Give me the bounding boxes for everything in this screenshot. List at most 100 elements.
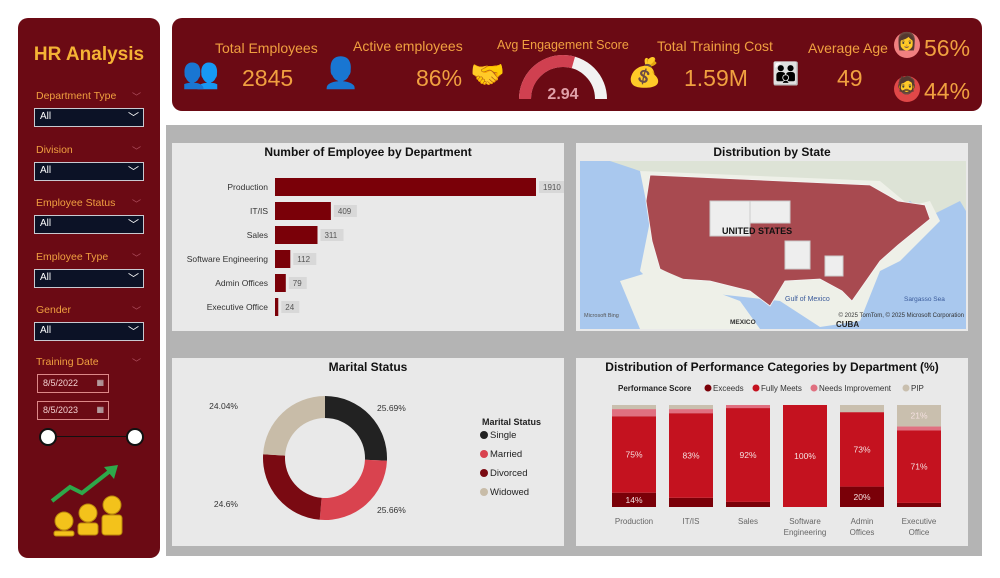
filter-dropdown[interactable]: All ﹀: [34, 322, 144, 341]
category-label: Software Engineering: [187, 254, 269, 264]
data-label: 79: [293, 279, 302, 288]
data-label: 21%: [910, 411, 927, 421]
bar-segment: [669, 413, 713, 498]
chevron-down-icon: ﹀: [128, 112, 139, 124]
training-cost-label: Total Training Cost: [657, 38, 773, 54]
performance-panel: Distribution of Performance Categories b…: [576, 358, 968, 546]
donut-slice: [263, 454, 322, 520]
category-label-line: Office: [909, 528, 930, 537]
bar-segment: [783, 405, 827, 507]
filter-label: Department Type: [36, 90, 117, 102]
category-label: IT/IS: [250, 206, 268, 216]
bar: [275, 178, 536, 196]
chevron-down-icon[interactable]: ﹀: [132, 93, 142, 103]
dropdown-value: All: [40, 325, 52, 336]
marital-donut-chart: 25.69% Single 25.66% Married 24.6% Divorced 24…: [209, 396, 541, 520]
legend-title: Marital Status: [482, 417, 541, 427]
data-label: 73%: [853, 444, 870, 454]
legend-item: Married: [490, 449, 522, 460]
bar-segment: [612, 416, 656, 493]
performance-stacked-chart: Performance Score Exceeds Fully Meets Needs…: [612, 384, 941, 537]
filter-dropdown[interactable]: All ﹀: [34, 215, 144, 234]
legend-marker: [752, 384, 760, 392]
donut-slice: [325, 396, 387, 461]
bar: [275, 250, 291, 268]
state-map[interactable]: UNITED STATES MEXICO Gulf of Mexico Sarg…: [580, 161, 966, 329]
male-percentage: 44%: [924, 78, 971, 104]
bar: [275, 298, 279, 316]
filter-dropdown[interactable]: All ﹀: [34, 108, 144, 127]
chevron-down-icon: ﹀: [128, 165, 139, 178]
donut-slice: [263, 396, 325, 456]
average-age-label: Average Age: [808, 40, 888, 56]
calendar-icon[interactable]: ▦: [96, 378, 104, 387]
data-label: 83%: [682, 450, 699, 460]
chevron-down-icon[interactable]: ﹀: [132, 200, 142, 210]
filter-dropdown[interactable]: All ﹀: [34, 268, 144, 288]
filter-dropdown[interactable]: All ﹀: [34, 161, 144, 181]
app-title: HR Analysis: [33, 44, 145, 65]
data-label-bg: [539, 181, 564, 193]
bing-logo: Microsoft Bing: [584, 313, 619, 319]
legend-title: Performance Score: [618, 384, 692, 393]
chevron-down-icon: ﹀: [128, 272, 139, 285]
bar-segment: [897, 426, 941, 431]
data-label-bg: [333, 205, 357, 217]
data-label: 20%: [853, 492, 870, 502]
active-employees-label: Active employees: [353, 38, 463, 54]
chart-title: Number of Employee by Department: [264, 145, 472, 159]
date-slider-track[interactable]: [48, 436, 136, 437]
legend-item: Widowed: [490, 487, 529, 498]
data-label: 14%: [625, 495, 642, 505]
people-group-icon: 👥: [182, 56, 220, 91]
bar-segment: [726, 405, 770, 409]
map-place-label: Gulf of Mexico: [785, 296, 830, 303]
legend-item: Divorced: [490, 468, 528, 479]
active-employees-value: 86%: [416, 65, 463, 91]
filter-sidebar: HR Analysis Department Type ﹀ All ﹀ Divisi…: [18, 18, 160, 558]
category-label: Admin Offices: [215, 278, 268, 288]
slice-label: 24.04%: [209, 401, 238, 411]
bar-segment: [669, 497, 713, 507]
chart-title: Distribution by State: [713, 145, 831, 159]
data-label: 311: [324, 231, 337, 240]
average-age-value: 49: [837, 65, 863, 91]
map-place-label: CUBA: [836, 320, 859, 329]
legend-marker: [480, 469, 488, 477]
chevron-down-icon[interactable]: ﹀: [132, 253, 142, 264]
data-label-bg: [281, 301, 300, 313]
legend-marker: [704, 384, 712, 392]
people-growth-icon: 👪: [772, 62, 800, 87]
marital-status-panel: Marital Status 25.69% Single 25.66% Married…: [172, 358, 564, 546]
category-label-line: Admin: [851, 517, 874, 526]
slider-start-handle[interactable]: [39, 428, 57, 446]
end-date-value: 8/5/2023: [43, 405, 79, 415]
category-label-line: Engineering: [784, 528, 827, 537]
slice-label: 25.66%: [377, 505, 406, 515]
data-label: 1910: [543, 183, 561, 192]
end-date-input[interactable]: 8/5/2023 ▦: [37, 401, 109, 420]
engagement-label: Avg Engagement Score: [497, 38, 629, 52]
map-country-label: UNITED STATES: [722, 226, 792, 236]
chevron-down-icon[interactable]: ﹀: [132, 359, 142, 369]
bar-segment: [612, 492, 656, 507]
legend-marker: [902, 384, 910, 392]
slider-end-handle[interactable]: [126, 428, 144, 446]
category-label: Software Engineering: [784, 517, 827, 537]
legend-item: Exceeds: [713, 384, 744, 393]
bar: [275, 274, 286, 292]
start-date-input[interactable]: 8/5/2022 ▦: [37, 374, 109, 393]
chevron-down-icon[interactable]: ﹀: [132, 307, 142, 317]
department-bar-chart: Production 1910 IT/IS 409 Sales 311 Software E…: [187, 178, 564, 316]
bar-segment: [726, 408, 770, 502]
chevron-down-icon[interactable]: ﹀: [132, 146, 142, 157]
filter-label: Division: [36, 143, 73, 156]
category-label-line: Offices: [850, 528, 875, 537]
bar-segment: [897, 405, 941, 427]
calendar-icon[interactable]: ▦: [96, 405, 104, 414]
legend-marker: [810, 384, 818, 392]
chart-title: Distribution of Performance Categories b…: [605, 360, 939, 374]
category-label: Executive Office: [207, 302, 269, 312]
legend-item: Needs Improvement: [819, 384, 892, 393]
total-employees-label: Total Employees: [215, 40, 318, 56]
